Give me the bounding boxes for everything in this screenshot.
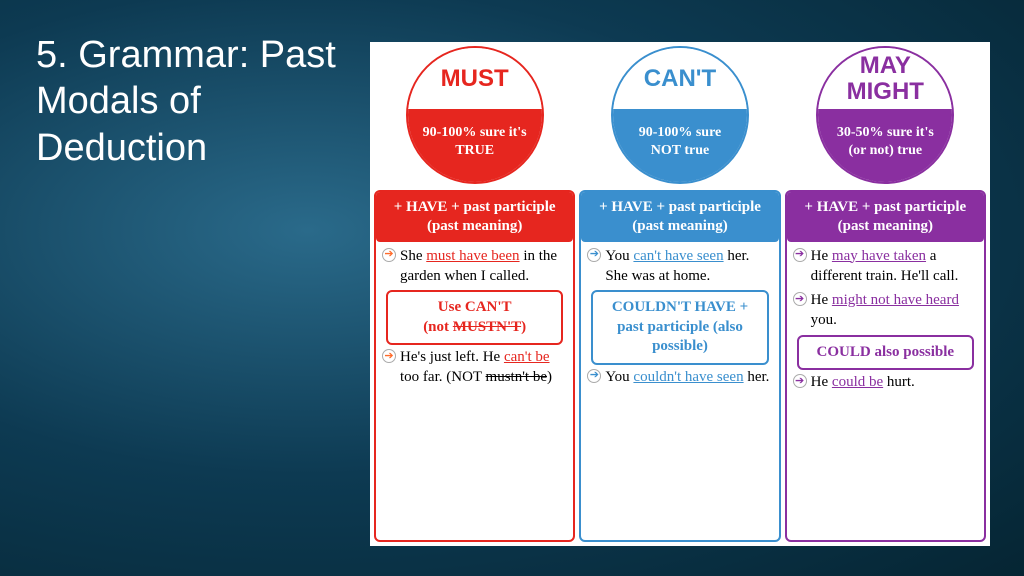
arrow-icon: ➔	[587, 369, 601, 383]
example-line: ➔ He might not have heard you.	[793, 290, 978, 331]
example-text: He's just left. He can't be too far. (NO…	[400, 349, 552, 385]
panel-header: + HAVE + past participle (past meaning)	[787, 192, 984, 242]
modal-panel: + HAVE + past participle (past meaning)➔…	[374, 190, 575, 542]
slide-title: 5. Grammar: Past Modals of Deduction	[36, 32, 360, 171]
slide-title-block: 5. Grammar: Past Modals of Deduction	[0, 0, 360, 576]
arrow-icon: ➔	[382, 349, 396, 363]
example-line: ➔ He's just left. He can't be too far. (N…	[382, 347, 567, 388]
panel-note: Use CAN'T(not MUSTN'T)	[386, 290, 563, 345]
arrow-icon: ➔	[793, 374, 807, 388]
modal-column-2: MAY MIGHT30-50% sure it's (or not) true +…	[785, 46, 986, 542]
panel-body: ➔ He may have taken a different train. He…	[787, 242, 984, 541]
example-line: ➔ He may have taken a different train. He…	[793, 246, 978, 287]
panel-header: + HAVE + past participle (past meaning)	[376, 192, 573, 242]
example-line: ➔ He could be hurt.	[793, 372, 978, 392]
example-text: You couldn't have seen her.	[605, 369, 769, 385]
circle-subtitle: 90-100% sure it's TRUE	[408, 109, 542, 182]
panel-note: COULD also possible	[797, 335, 974, 371]
panel-header: + HAVE + past participle (past meaning)	[581, 192, 778, 242]
modal-panel: + HAVE + past participle (past meaning)➔…	[785, 190, 986, 542]
circle-subtitle: 90-100% sure NOT true	[613, 109, 747, 182]
example-line: ➔ You couldn't have seen her.	[587, 367, 772, 387]
modal-column-1: CAN'T90-100% sure NOT true + HAVE + past …	[579, 46, 780, 542]
arrow-icon: ➔	[587, 248, 601, 262]
panel-note: COULDN'T HAVE + past participle (also po…	[591, 290, 768, 365]
example-line: ➔ She must have been in the garden when I…	[382, 246, 567, 287]
circle-label: MAY MIGHT	[818, 48, 952, 109]
example-text: You can't have seen her. She was at home…	[605, 248, 749, 284]
panel-body: ➔ You can't have seen her. She was at hom…	[581, 242, 778, 541]
circle-subtitle: 30-50% sure it's (or not) true	[818, 109, 952, 182]
arrow-icon: ➔	[793, 248, 807, 262]
example-text: He might not have heard you.	[811, 292, 959, 328]
arrow-icon: ➔	[382, 248, 396, 262]
modal-circle: MAY MIGHT30-50% sure it's (or not) true	[816, 46, 954, 184]
modal-column-0: MUST90-100% sure it's TRUE + HAVE + past …	[374, 46, 575, 542]
circle-label: MUST	[408, 48, 542, 109]
circle-label: CAN'T	[613, 48, 747, 109]
modals-infographic: MUST90-100% sure it's TRUE + HAVE + past …	[370, 42, 990, 546]
example-text: He may have taken a different train. He'…	[811, 248, 959, 284]
example-line: ➔ You can't have seen her. She was at hom…	[587, 246, 772, 287]
example-text: She must have been in the garden when I …	[400, 248, 557, 284]
example-text: He could be hurt.	[811, 374, 915, 390]
modal-panel: + HAVE + past participle (past meaning)➔…	[579, 190, 780, 542]
modal-circle: CAN'T90-100% sure NOT true	[611, 46, 749, 184]
modal-circle: MUST90-100% sure it's TRUE	[406, 46, 544, 184]
arrow-icon: ➔	[793, 292, 807, 306]
panel-body: ➔ She must have been in the garden when I…	[376, 242, 573, 541]
